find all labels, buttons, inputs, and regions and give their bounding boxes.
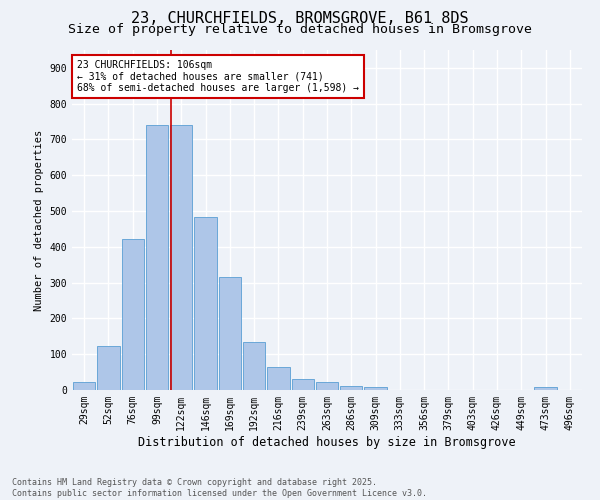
Text: Contains HM Land Registry data © Crown copyright and database right 2025.
Contai: Contains HM Land Registry data © Crown c… xyxy=(12,478,427,498)
Bar xyxy=(73,382,95,390)
Bar xyxy=(316,382,338,390)
X-axis label: Distribution of detached houses by size in Bromsgrove: Distribution of detached houses by size … xyxy=(138,436,516,448)
Bar xyxy=(218,278,241,390)
Bar xyxy=(170,125,193,390)
Bar xyxy=(97,346,119,390)
Bar xyxy=(267,366,290,390)
Bar xyxy=(535,387,557,390)
Bar xyxy=(194,217,217,390)
Bar xyxy=(292,380,314,390)
Text: 23, CHURCHFIELDS, BROMSGROVE, B61 8DS: 23, CHURCHFIELDS, BROMSGROVE, B61 8DS xyxy=(131,11,469,26)
Bar xyxy=(364,387,387,390)
Bar xyxy=(122,239,144,390)
Y-axis label: Number of detached properties: Number of detached properties xyxy=(34,130,44,310)
Text: 23 CHURCHFIELDS: 106sqm
← 31% of detached houses are smaller (741)
68% of semi-d: 23 CHURCHFIELDS: 106sqm ← 31% of detache… xyxy=(77,60,359,94)
Bar xyxy=(146,125,168,390)
Text: Size of property relative to detached houses in Bromsgrove: Size of property relative to detached ho… xyxy=(68,22,532,36)
Bar xyxy=(243,342,265,390)
Bar xyxy=(340,386,362,390)
